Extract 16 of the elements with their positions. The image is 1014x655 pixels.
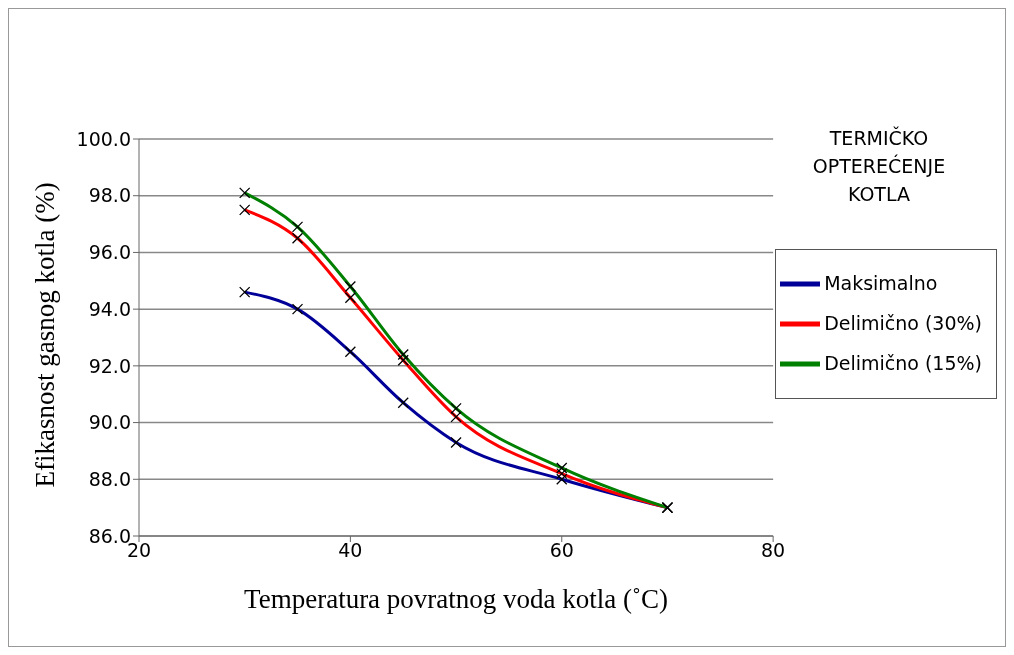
x-tick-label: 40 bbox=[338, 539, 363, 562]
x-tick-label: 60 bbox=[549, 539, 574, 562]
legend-title: TERMIČKO OPTEREĆENJE KOTLA bbox=[811, 125, 947, 207]
y-tick-label: 90.0 bbox=[88, 411, 131, 434]
y-tick-label: 92.0 bbox=[88, 354, 131, 377]
y-axis-title: Efikasnost gasnog kotla (%) bbox=[29, 182, 60, 488]
y-tick-label: 98.0 bbox=[88, 184, 131, 207]
y-tick-label: 88.0 bbox=[88, 468, 131, 491]
y-tick-label: 94.0 bbox=[88, 297, 131, 320]
y-tick-label: 100.0 bbox=[76, 127, 131, 150]
x-axis-title: Temperatura povratnog voda kotla (˚C) bbox=[244, 584, 669, 614]
legend-label: Maksimalno bbox=[824, 271, 938, 294]
y-tick-label: 96.0 bbox=[88, 241, 131, 264]
x-tick-label: 80 bbox=[761, 539, 786, 562]
legend-label: Delimično (15%) bbox=[824, 351, 982, 374]
legend-label: Delimično (30%) bbox=[824, 311, 982, 334]
